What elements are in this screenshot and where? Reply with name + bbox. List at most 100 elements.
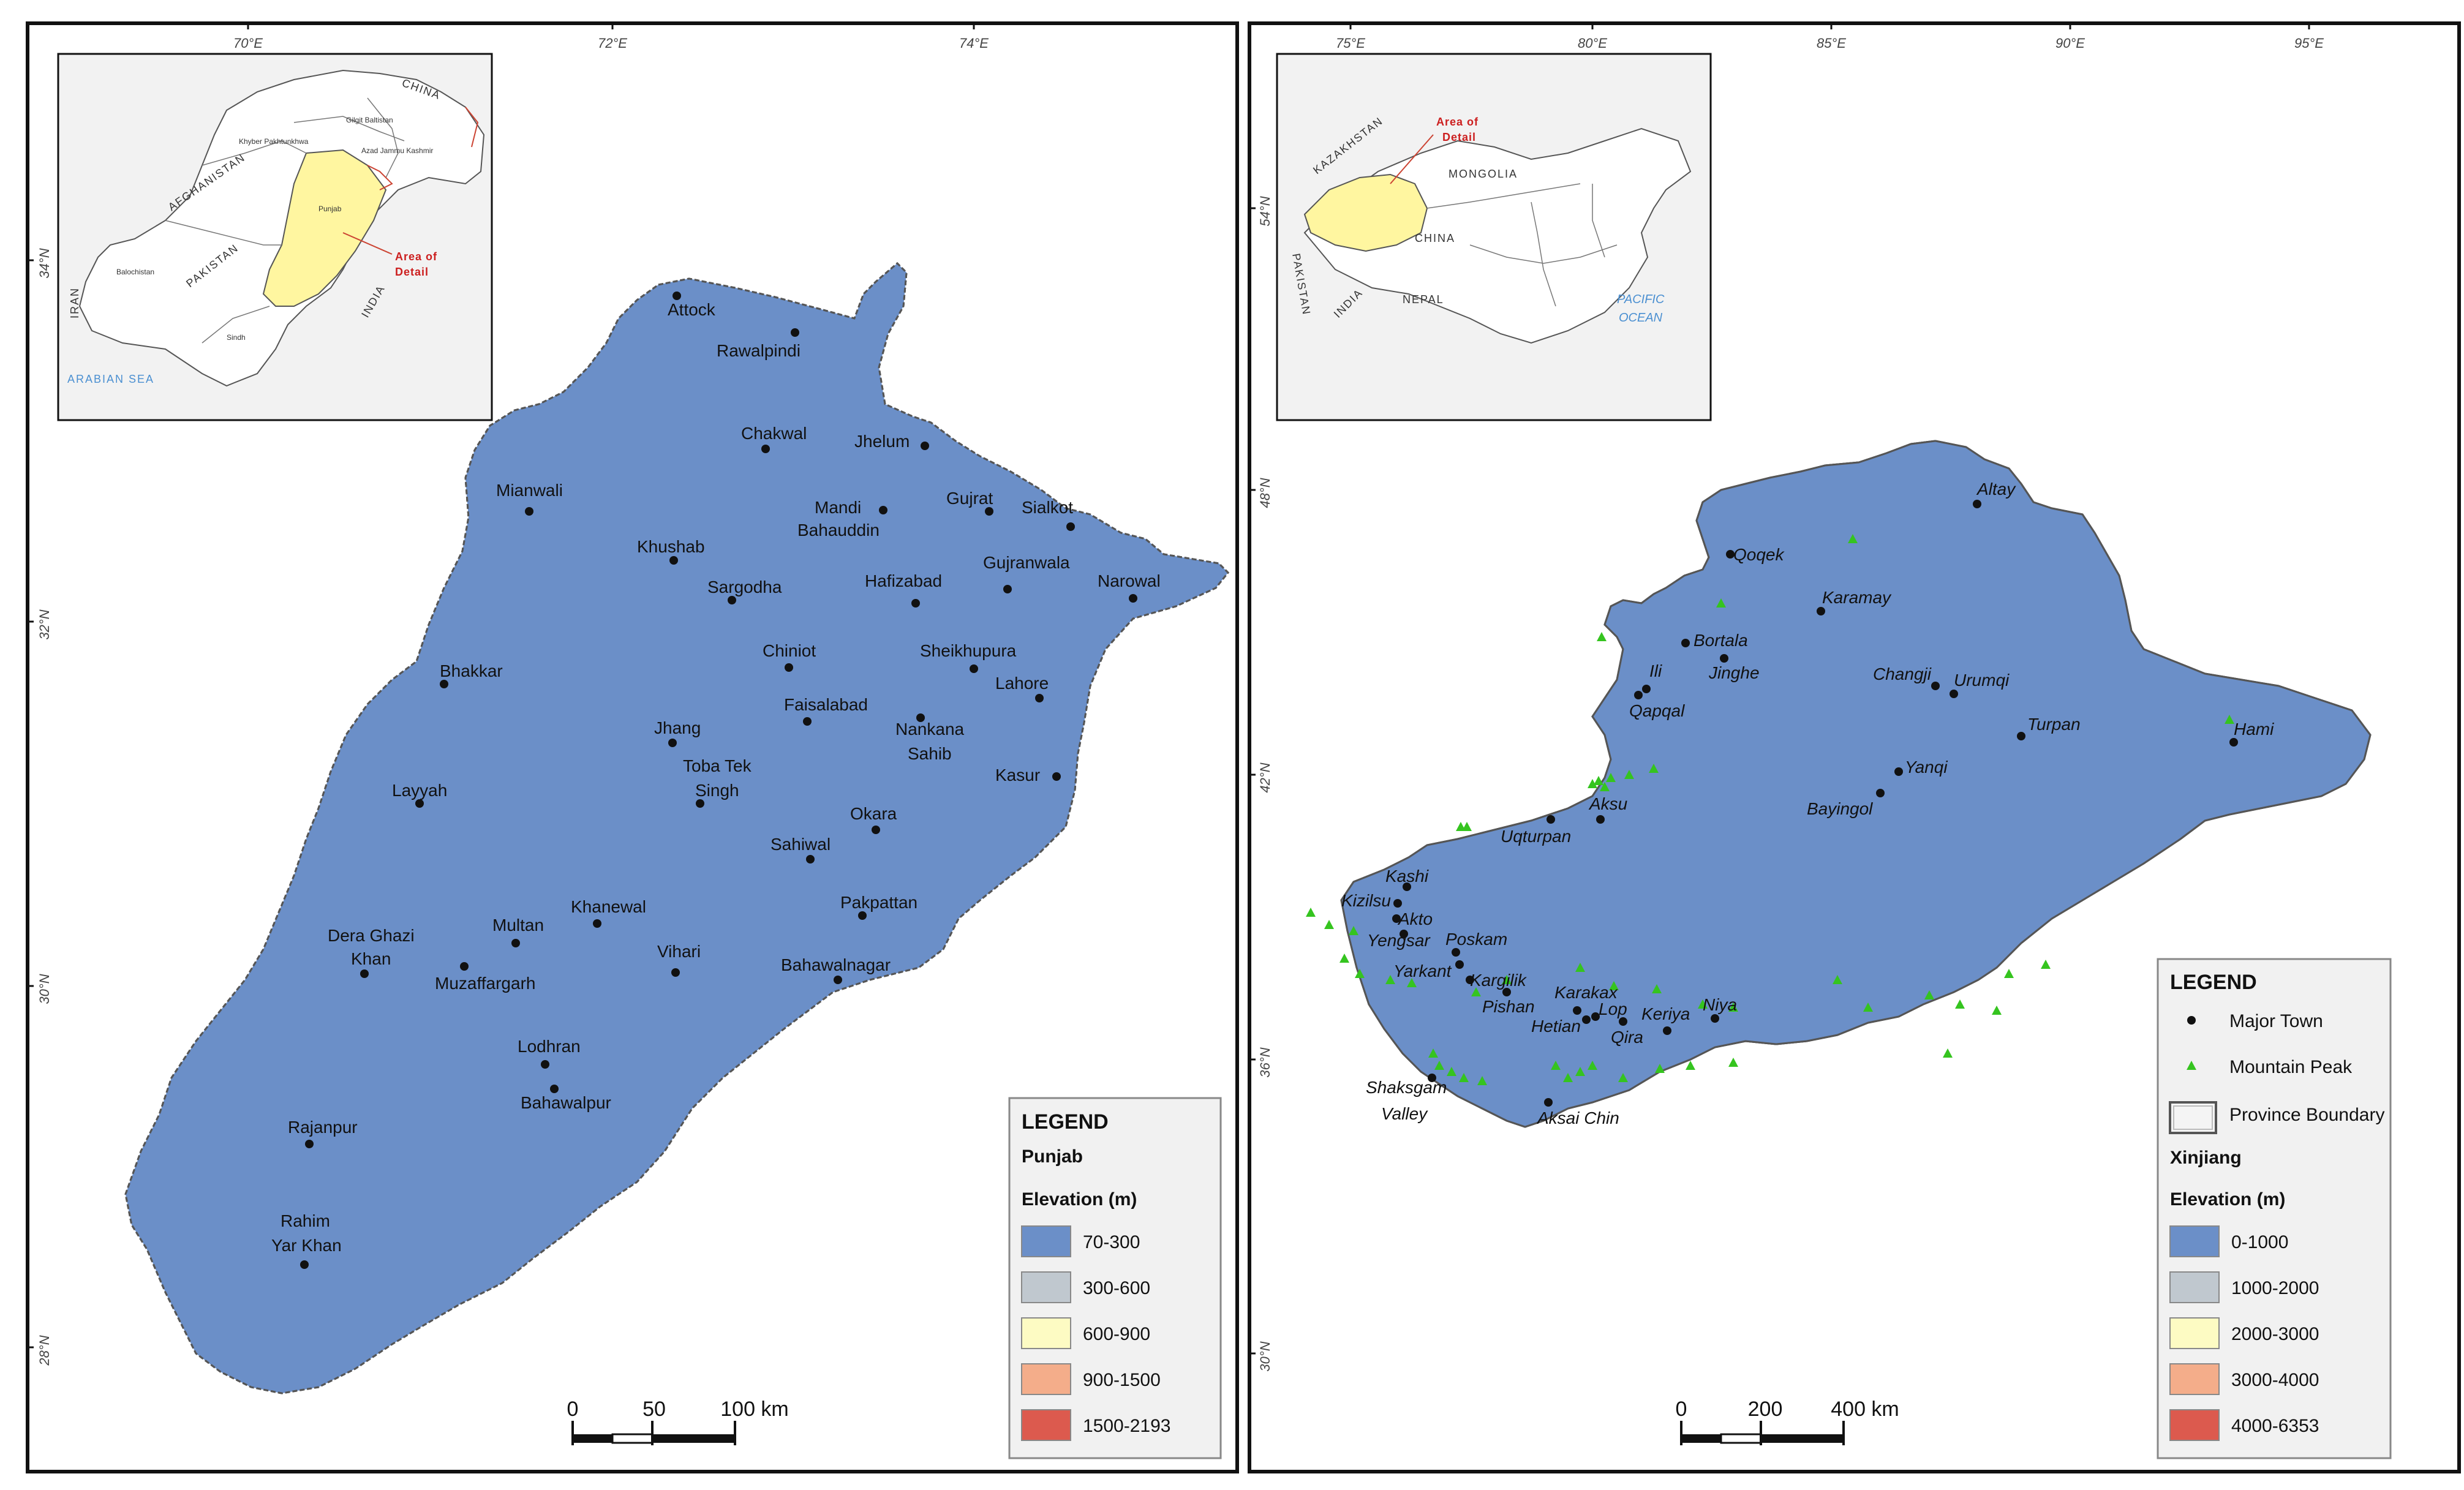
lat-label: 28°N	[37, 1335, 52, 1366]
town-dot	[1876, 789, 1885, 797]
town-label: Karakax	[1554, 983, 1618, 1002]
mountain-peak-icon	[1355, 969, 1365, 978]
mountain-peak-icon	[1597, 632, 1607, 641]
xinjiang-scale-bar: 0 200 400 km	[1676, 1398, 1899, 1445]
legend-item-label: 4000-6353	[2231, 1416, 2319, 1436]
town-label: Shaksgam	[1366, 1078, 1447, 1097]
town-label: Yarkant	[1393, 961, 1452, 980]
town-label: Hafizabad	[865, 571, 942, 590]
mountain-peak-icon	[1992, 1006, 2002, 1015]
legend-province-boundary: Province Boundary	[2229, 1105, 2384, 1125]
town-label: Narowal	[1098, 571, 1161, 590]
town-label: Valley	[1381, 1104, 1428, 1123]
town-dot	[360, 969, 369, 978]
town-label: Sahiwal	[770, 835, 831, 854]
town-dot	[1720, 654, 1728, 663]
inset-label: Sindh	[227, 333, 246, 342]
town-label: Mianwali	[496, 481, 563, 500]
town-dot	[305, 1140, 314, 1148]
town-label: Dera Ghazi	[328, 926, 415, 945]
town-label: Rawalpindi	[717, 341, 801, 360]
town-label: Sheikhupura	[920, 641, 1017, 660]
town-label: Vihari	[657, 942, 701, 961]
town-dot	[2229, 738, 2238, 747]
town-label: Bortala	[1694, 631, 1748, 650]
town-dot	[1455, 960, 1464, 969]
town-label: Pishan	[1482, 997, 1535, 1016]
town-label: Mandi	[815, 498, 861, 517]
inset-label: IRAN	[69, 287, 81, 318]
town-dot	[1726, 550, 1735, 559]
mountain-peak-icon	[1462, 822, 1472, 831]
town-dot	[1634, 691, 1643, 699]
town-label: Karamay	[1822, 588, 1892, 607]
mountain-peak-icon	[1385, 975, 1395, 984]
scale-label: 50	[642, 1398, 666, 1421]
town-label: Niya	[1703, 995, 1737, 1014]
mountain-peak-icon	[1502, 975, 1512, 984]
mountain-peak-icon	[1652, 984, 1662, 993]
town-dot	[1035, 694, 1044, 702]
town-label: Aksu	[1588, 794, 1628, 813]
xinjiang-towns: Altay Qoqek Karamay Bortala Jinghe Chang…	[1341, 480, 2274, 1127]
inset-area-label: Area of	[1436, 116, 1479, 128]
mountain-peak-icon	[1563, 1073, 1573, 1082]
lat-label: 36°N	[1257, 1047, 1273, 1077]
mountain-peak-icon	[1477, 1076, 1487, 1085]
xinjiang-legend: LEGEND Major Town Mountain Peak Province…	[2157, 958, 2392, 1459]
town-label: Bayingol	[1807, 799, 1873, 818]
town-dot	[858, 911, 867, 920]
town-label: Kasur	[995, 766, 1040, 785]
town-dot	[1452, 948, 1460, 957]
mountain-peak-icon	[1459, 1073, 1469, 1082]
town-dot	[300, 1260, 309, 1269]
inset-area-label: Area of	[395, 250, 437, 263]
legend-item-label: 1000-2000	[2231, 1278, 2319, 1298]
town-label: Bhakkar	[440, 661, 503, 680]
town-dot	[872, 826, 880, 834]
mountain-peak-icon	[1943, 1048, 1953, 1058]
mountain-peak-icon	[1655, 1064, 1665, 1073]
town-label: Multan	[492, 916, 544, 935]
town-label: Jhelum	[854, 432, 910, 451]
town-dot	[669, 556, 678, 565]
inset-label: Gilgit Baltistan	[346, 116, 393, 124]
town-label: Toba Tek	[683, 756, 752, 775]
town-dot	[761, 445, 770, 453]
legend-swatch	[2169, 1409, 2220, 1441]
mountain-peak-icon	[1588, 1061, 1597, 1070]
mountain-peak-icon	[2041, 960, 2051, 969]
town-dot	[1403, 882, 1411, 891]
town-dot	[1466, 976, 1474, 984]
town-label: Singh	[695, 781, 739, 800]
town-dot	[1663, 1026, 1671, 1035]
mountain-peak-icon	[1716, 598, 1726, 608]
mountain-peak-icon	[1339, 954, 1349, 963]
legend-town-symbol	[2187, 1016, 2196, 1025]
town-dot	[2017, 732, 2025, 740]
legend-item-label: 0-1000	[2231, 1232, 2288, 1252]
town-label: Qira	[1611, 1028, 1643, 1047]
town-label: Lodhran	[518, 1037, 581, 1056]
town-dot	[1003, 585, 1012, 593]
legend-elevation-title: Elevation (m)	[2170, 1189, 2285, 1210]
town-label: Keriya	[1641, 1004, 1690, 1023]
legend-item-label: 2000-3000	[2231, 1324, 2319, 1344]
mountain-peak-icon	[1575, 963, 1585, 972]
legend-item-label: 300-600	[1083, 1278, 1150, 1298]
town-dot	[785, 663, 793, 672]
mountain-peak-icon	[1551, 1061, 1561, 1070]
inset-label: Azad Jammu Kashmir	[361, 146, 433, 155]
scale-label: 0	[567, 1398, 579, 1421]
town-dot	[593, 919, 601, 928]
town-label: Layyah	[392, 781, 447, 800]
town-label: Khanewal	[571, 897, 646, 916]
town-dot	[970, 664, 978, 673]
lon-label: 72°E	[598, 36, 627, 51]
town-dot	[1066, 522, 1075, 531]
town-dot	[671, 968, 680, 977]
mountain-peak-icon	[1588, 779, 1597, 788]
mountain-peak-icon	[1407, 978, 1417, 987]
lat-label: 34°N	[37, 248, 52, 278]
town-dot	[550, 1085, 559, 1093]
